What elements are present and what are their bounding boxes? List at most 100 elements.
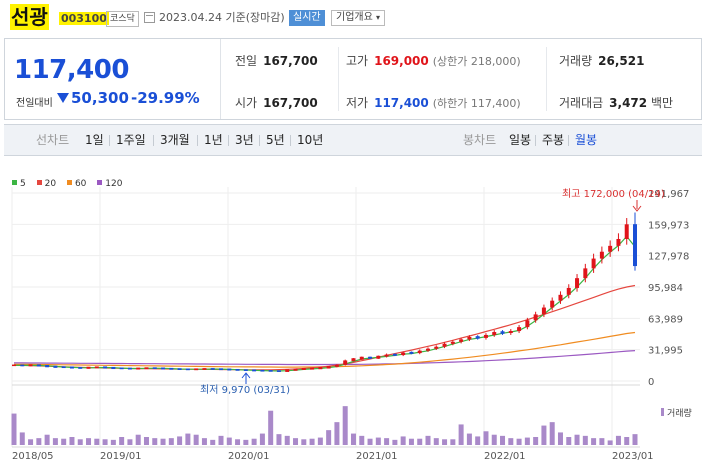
volume-bar [408,438,414,445]
low-annotation: 최저 9,970 (03/31) [200,384,290,396]
y-tick-label: 63,989 [648,314,683,325]
candle [103,366,108,369]
tab-period-1y[interactable]: 1년 [204,133,223,147]
volume-bar [44,434,50,445]
volume-bar [152,438,158,445]
tab-period-3y[interactable]: 3년 [235,133,254,147]
volume-bar [466,433,472,445]
y-tick-label: 31,995 [648,346,683,357]
open-label: 시가 [235,96,258,110]
tab-divider [259,135,260,146]
tab-candle-daily[interactable]: 일봉 [509,133,532,147]
quote-date: 2023.04.24 기준(장마감) [159,11,285,24]
candle [483,334,488,338]
lower-limit: (하한가 117,400) [432,97,521,110]
candle [276,370,281,372]
candle [583,268,588,279]
volume-bar [632,434,638,445]
legend-ma120: 120 [97,179,122,189]
candle [61,366,66,369]
volume-bar [317,437,323,445]
x-tick-label: 2018/05 [12,451,54,462]
candle [533,314,538,321]
tab-period-1w[interactable]: 1주일 [116,133,146,147]
candle [28,364,33,367]
volume-bar [574,434,580,445]
candle [111,366,116,370]
volume-bar [582,435,588,445]
x-tick-label: 2022/01 [484,451,526,462]
company-info-label: 기업개요 [336,12,373,23]
volume-bar [218,435,224,445]
high-label: 고가 [346,54,369,68]
tab-divider [197,135,198,146]
candle [210,368,215,370]
realtime-button[interactable]: 실시간 [289,10,325,26]
chart-tabs: 선차트 1일 1주일 3개월 1년 3년 5년 10년 봉차트 일봉 주봉 월봉 [4,124,702,156]
candle [318,367,323,370]
volume-bar [591,438,597,445]
low-arrow-head [241,372,251,379]
volume-bar [491,434,497,445]
volume-bar [615,435,621,445]
candle [566,287,571,295]
tab-period-3m[interactable]: 3개월 [160,133,190,147]
tab-divider [568,135,569,146]
volume-bar [384,438,390,445]
volume-bar [359,435,365,445]
low-label: 저가 [346,96,369,110]
candle [409,351,414,354]
tab-period-10y[interactable]: 10년 [297,133,324,147]
candle [376,355,381,359]
volume-bar [77,439,83,445]
candle [86,366,91,369]
candle [384,354,389,357]
volume-bar [375,437,381,445]
candle [169,367,174,370]
calendar-icon [144,12,155,23]
y-tick-label: 191,967 [648,189,689,200]
tab-divider [153,135,154,146]
candle [558,294,563,301]
legend-label: 20 [44,179,57,189]
candle [508,331,513,334]
current-price-box: 117,400 전일대비 50,300 -29.99% [5,39,221,119]
candle [351,358,356,362]
x-tick-label: 2019/01 [100,451,142,462]
candle [194,368,199,371]
volume-bar [508,438,514,445]
tab-candle-weekly[interactable]: 주봉 [542,133,565,147]
x-tick-label: 2021/01 [356,451,398,462]
tab-period-1d[interactable]: 1일 [85,133,104,147]
tab-candle-chart[interactable]: 봉차트 [463,133,497,147]
candle [185,368,190,371]
volume-bar [102,439,108,445]
candle [235,368,240,371]
volume-bar [450,439,456,445]
low-value: 117,400 [374,96,429,110]
volume-bar [392,439,398,445]
volume-bar [483,431,489,445]
x-tick-label: 2023/01 [612,451,654,462]
company-info-dropdown[interactable]: 기업개요 ▾ [331,10,386,26]
candle [127,367,132,370]
volume-bar [177,436,183,445]
y-tick-label: 159,973 [648,220,689,231]
volume-bar [334,422,340,445]
volume-bar [326,430,332,445]
volume-bar [293,438,299,445]
down-arrow-icon [57,93,69,103]
prev-close-value: 167,700 [263,54,318,68]
volume-bar [119,437,125,445]
volume-bar [350,433,356,445]
candle [334,364,339,367]
tab-candle-monthly[interactable]: 월봉 [575,133,598,147]
tab-line-chart[interactable]: 선차트 [36,133,70,147]
tab-period-5y[interactable]: 5년 [266,133,285,147]
candle [12,364,16,367]
candle [260,369,265,372]
candle [467,336,472,340]
volume-bar [11,413,17,445]
stock-name: 선광 [10,4,49,30]
